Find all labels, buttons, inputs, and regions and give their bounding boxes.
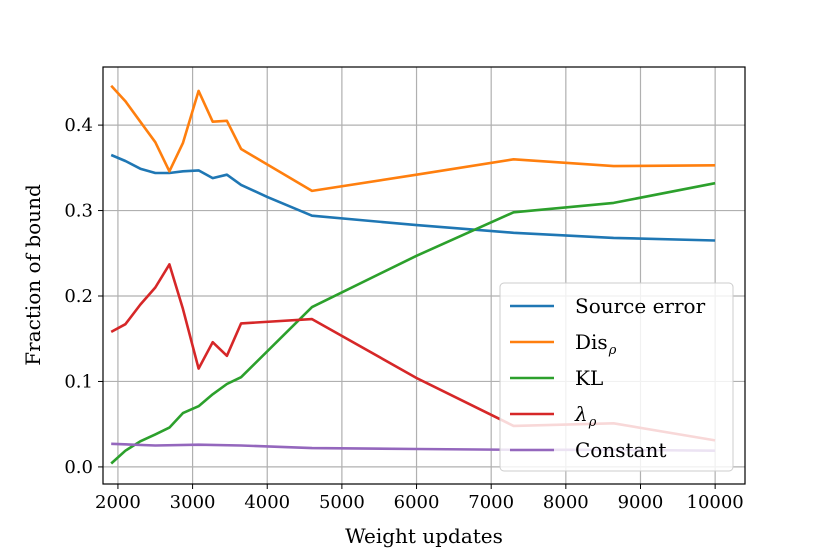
y-tick-label: 0.0: [64, 457, 93, 478]
x-tick-label: 4000: [244, 492, 290, 513]
legend-label-text: Dis: [575, 330, 608, 354]
legend-label-text: Source error: [575, 294, 706, 318]
x-axis-title: Weight updates: [345, 524, 503, 548]
series-line-0: [110, 153, 716, 242]
y-tick-label: 0.1: [64, 371, 93, 392]
legend-label-2: KL: [575, 366, 603, 390]
legend-label-3: λρ: [574, 402, 597, 430]
x-tick-label: 3000: [170, 492, 216, 513]
x-tick-label: 7000: [468, 492, 514, 513]
grid-lines: [103, 67, 745, 484]
legend-label-text: KL: [575, 366, 603, 390]
x-tick-label: 5000: [319, 492, 365, 513]
y-tick-label: 0.3: [64, 201, 93, 222]
legend-label-4: Constant: [575, 438, 666, 462]
x-tick-label: 8000: [543, 492, 589, 513]
x-tick-label: 2000: [95, 492, 141, 513]
y-tick-label: 0.4: [64, 115, 93, 136]
series-line-2: [110, 181, 716, 465]
legend-label-text: λ: [574, 402, 588, 426]
legend-label-1: Disρ: [575, 330, 617, 358]
series-line-1: [110, 84, 716, 193]
x-tick-label: 6000: [394, 492, 440, 513]
y-axis-title: Fraction of bound: [21, 184, 45, 366]
y-tick-label: 0.2: [64, 286, 93, 307]
legend-label-subscript: ρ: [588, 415, 597, 430]
x-tick-label: 10000: [687, 492, 744, 513]
legend-label-subscript: ρ: [608, 343, 617, 358]
series-line-3: [110, 263, 716, 442]
plot-frame: [102, 66, 746, 485]
legend-label-0: Source error: [575, 294, 706, 318]
axis-ticks: 2000 3000 4000 5000 6000 7000 8000 9000 10000 0.0…: [64, 115, 743, 513]
x-tick-label: 9000: [618, 492, 664, 513]
legend-box: [499, 282, 734, 472]
legend-label-text: Constant: [575, 438, 666, 462]
